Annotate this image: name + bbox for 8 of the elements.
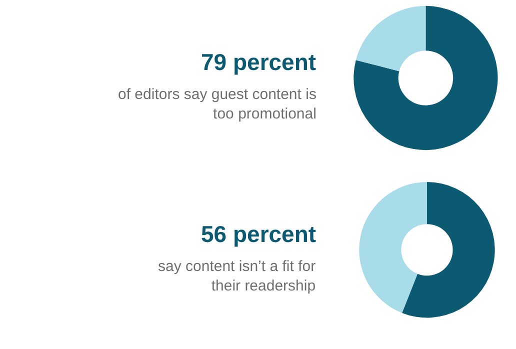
donut-slice (356, 6, 426, 72)
donut-slice (402, 182, 495, 318)
text: of editors say guest content is too promotional (118, 86, 316, 122)
text: 56 percent (201, 221, 316, 247)
donut-slice (354, 6, 498, 150)
donut-slice (359, 182, 427, 313)
text: 79 percent (201, 49, 316, 75)
text: say content isn’t a fit for their readership (158, 258, 316, 294)
